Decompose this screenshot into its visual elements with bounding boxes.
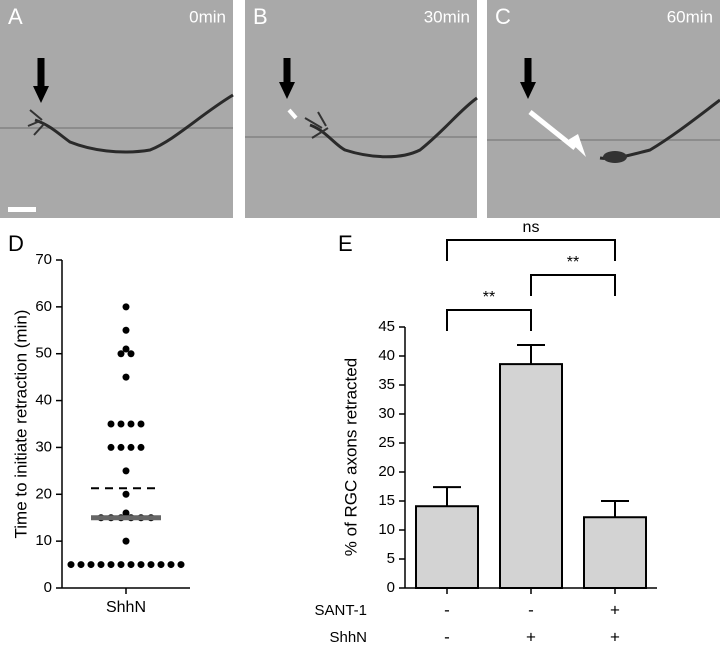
y-tick-label: 0 bbox=[387, 579, 395, 596]
data-point bbox=[127, 350, 135, 358]
data-point bbox=[122, 490, 130, 498]
data-point bbox=[122, 373, 130, 381]
y-tick-label: 30 bbox=[35, 438, 52, 455]
y-tick-label: 60 bbox=[35, 298, 52, 315]
data-point bbox=[127, 561, 135, 569]
data-point bbox=[122, 537, 130, 545]
data-point bbox=[177, 561, 185, 569]
panel-label: A bbox=[8, 4, 23, 29]
significance-label: ns bbox=[523, 219, 540, 236]
significance-label: ** bbox=[567, 254, 579, 271]
bar bbox=[499, 363, 563, 589]
time-label: 0min bbox=[189, 7, 226, 26]
y-tick-label: 70 bbox=[35, 251, 52, 268]
data-point bbox=[147, 561, 155, 569]
data-point bbox=[122, 303, 130, 311]
data-point bbox=[137, 443, 145, 451]
significance-bracket bbox=[530, 273, 616, 296]
data-point bbox=[167, 561, 175, 569]
data-point bbox=[107, 420, 115, 428]
data-point bbox=[117, 350, 125, 358]
data-point bbox=[107, 561, 115, 569]
y-tick-label: 20 bbox=[378, 463, 395, 480]
y-tick-label: 10 bbox=[35, 532, 52, 549]
data-point bbox=[87, 561, 95, 569]
bar bbox=[583, 516, 647, 589]
time-label: 60min bbox=[667, 7, 713, 26]
condition-value: + bbox=[526, 627, 536, 646]
y-tick-label: 30 bbox=[378, 405, 395, 422]
y-tick-label: 20 bbox=[35, 485, 52, 502]
y-tick-label: 40 bbox=[378, 347, 395, 364]
data-point bbox=[122, 326, 130, 334]
y-tick-label: 5 bbox=[387, 550, 395, 567]
data-point bbox=[77, 561, 85, 569]
condition-name: SANT-1 bbox=[314, 602, 367, 619]
micrograph-c: C 60min bbox=[487, 0, 720, 218]
data-point bbox=[67, 561, 75, 569]
panel-label: B bbox=[253, 4, 268, 29]
y-tick-label: 15 bbox=[378, 492, 395, 509]
data-point bbox=[122, 509, 130, 517]
data-point bbox=[122, 345, 130, 353]
y-tick-label: 35 bbox=[378, 376, 395, 393]
panel-label: D bbox=[8, 231, 24, 256]
y-axis-title: Time to initiate retraction (min) bbox=[11, 310, 30, 539]
condition-value: + bbox=[610, 600, 620, 619]
data-point bbox=[127, 443, 135, 451]
y-tick-label: 50 bbox=[35, 345, 52, 362]
significance-bracket bbox=[446, 308, 532, 331]
bar bbox=[415, 505, 479, 589]
data-point bbox=[127, 420, 135, 428]
data-point bbox=[117, 561, 125, 569]
y-tick-label: 45 bbox=[378, 318, 395, 335]
data-point bbox=[97, 561, 105, 569]
condition-value: - bbox=[444, 627, 450, 646]
data-point bbox=[137, 420, 145, 428]
y-tick-label: 25 bbox=[378, 434, 395, 451]
condition-value: - bbox=[444, 600, 450, 619]
data-point bbox=[122, 467, 130, 475]
panel-label: C bbox=[495, 4, 511, 29]
x-tick-label: ShhN bbox=[106, 599, 146, 616]
data-point bbox=[117, 420, 125, 428]
y-tick-label: 10 bbox=[378, 521, 395, 538]
micrograph-b: B 30min bbox=[245, 0, 478, 218]
condition-value: - bbox=[528, 600, 534, 619]
time-label: 30min bbox=[424, 7, 470, 26]
micrograph-a: A 0min bbox=[0, 0, 234, 218]
significance-label: ** bbox=[483, 289, 495, 306]
y-tick-label: 40 bbox=[35, 392, 52, 409]
condition-name: ShhN bbox=[329, 629, 367, 646]
significance-bracket bbox=[446, 238, 616, 261]
data-point bbox=[137, 561, 145, 569]
data-point bbox=[107, 443, 115, 451]
y-axis-title: % of RGC axons retracted bbox=[341, 358, 360, 556]
y-tick-label: 0 bbox=[44, 579, 52, 596]
data-point bbox=[117, 443, 125, 451]
panel-label: E bbox=[338, 231, 353, 256]
data-point bbox=[157, 561, 165, 569]
condition-value: + bbox=[610, 627, 620, 646]
